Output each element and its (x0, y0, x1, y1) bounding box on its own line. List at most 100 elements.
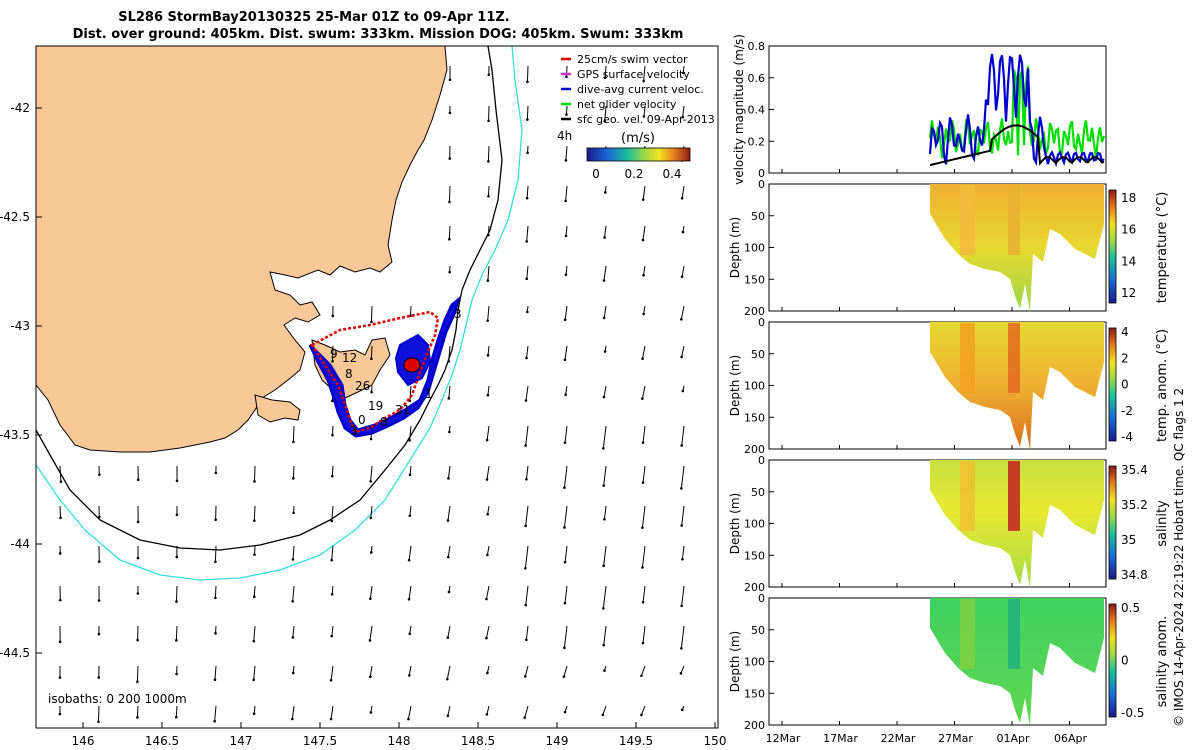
title-line-1: SL286 StormBay20130325 25-Mar 01Z to 09-… (118, 10, 510, 25)
velocity-arrow (369, 705, 373, 714)
title-line-2: Dist. over ground: 405km. Dist. swum: 33… (73, 27, 684, 42)
velocity-arrow (486, 545, 490, 557)
colorbar-tick-label: 0.4 (662, 167, 681, 181)
velocity-arrow (58, 625, 62, 644)
velocity-arrow (370, 345, 373, 361)
velocity-arrow (59, 505, 62, 520)
panel-colorbar (1108, 465, 1117, 580)
time-tick-label: 22Mar (881, 732, 916, 745)
section-highlight (1008, 599, 1020, 669)
legend-entry: sfc geo. vel. 09-Apr-2013 (577, 113, 715, 126)
tasmania-land (36, 46, 448, 453)
panel-y-tick-label: 0 (758, 316, 765, 329)
velocity-arrow (680, 185, 685, 200)
velocity-arrow (524, 505, 529, 528)
speed-colorbar (586, 147, 691, 162)
colorbar-tick-label: 12 (1121, 286, 1136, 300)
colorbar-tick-label: 0 (1121, 378, 1129, 392)
velocity-arrow (97, 545, 101, 563)
velocity-arrow (448, 425, 451, 434)
velocity-arrow (369, 545, 373, 554)
velocity-arrow (641, 585, 646, 604)
velocity-arrow (641, 545, 646, 569)
track-day-label: 8 (345, 367, 353, 381)
velocity-arrow (640, 705, 646, 717)
velocity-arrow (680, 585, 685, 608)
velocity-arrow (563, 625, 568, 650)
velocity-arrow (331, 305, 335, 318)
panel-y-tick-label: 0 (758, 167, 765, 180)
velocity-arrow (563, 505, 568, 529)
colorbar-unit-label: (m/s) (621, 131, 655, 146)
panel-y-tick-label: 0 (758, 178, 765, 191)
velocity-arrow (291, 585, 295, 603)
velocity-arrow (485, 425, 490, 442)
map-x-tick-label: 147.5 (303, 734, 337, 748)
velocity-arrow (370, 305, 373, 324)
panel-colorbar-label: salinity (1155, 500, 1170, 547)
colorbar-tick-label: 2 (1121, 351, 1129, 365)
velocity-arrow (563, 425, 568, 444)
velocity-arrow (136, 465, 140, 482)
velocity-arrow (136, 705, 139, 719)
panel-y-label: velocity magnitude (m/s) (732, 34, 746, 185)
velocity-arrow (525, 225, 529, 243)
panel-colorbar (1108, 603, 1117, 718)
colorbar-tick-label: 4 (1121, 325, 1129, 339)
velocity-arrow (448, 105, 452, 115)
velocity-arrow (330, 625, 334, 638)
velocity-arrow (563, 465, 568, 489)
velocity-arrow (59, 465, 63, 483)
panel-y-tick-label: 0.4 (748, 104, 766, 117)
velocity-arrow (563, 345, 568, 362)
colorbar-tick-label: 14 (1121, 254, 1136, 268)
panel-y-tick-label: 200 (744, 305, 765, 318)
panel-colorbar (1108, 327, 1117, 442)
velocity-arrow (408, 665, 412, 677)
panel-3: 0 50 100 150 200 Depth (m) 4 2 0 -2 -4 temp. anom. … (728, 316, 1170, 456)
velocity-arrow (291, 625, 295, 639)
map-x-tick-label: 148 (388, 734, 411, 748)
velocity-arrow (447, 345, 451, 363)
colorbar-tick-label: 0.5 (1121, 601, 1140, 615)
velocity-arrow (214, 625, 217, 635)
velocity-arrow (369, 665, 373, 679)
track-day-label: 8 (380, 415, 388, 429)
series-line (929, 124, 1105, 167)
panel-y-tick-label: 0.6 (748, 72, 766, 85)
velocity-arrow (368, 625, 373, 642)
velocity-arrow (485, 625, 490, 640)
velocity-arrow (603, 105, 607, 123)
velocity-arrow (448, 145, 452, 160)
track-day-label: 9 (330, 347, 338, 361)
velocity-arrow (486, 665, 490, 675)
map-y-tick-label: -43 (10, 319, 30, 333)
velocity-arrow (369, 585, 373, 600)
panel-2: 0 50 100 150 200 Depth (m) 12 14 16 18 temperature… (728, 178, 1170, 318)
panel-y-tick-label: 0 (758, 454, 765, 467)
velocity-arrow (487, 185, 490, 198)
time-tick-label: 17Mar (823, 732, 858, 745)
panel-colorbar-label: salinity anom. (1155, 616, 1170, 708)
velocity-arrow (680, 465, 685, 490)
track-day-label: 19 (368, 399, 383, 413)
velocity-arrow (680, 705, 685, 712)
velocity-arrow (214, 585, 217, 600)
panel-y-tick-label: 100 (744, 242, 765, 255)
velocity-arrow (486, 305, 490, 322)
velocity-arrow (487, 105, 490, 123)
velocity-arrow (370, 385, 373, 394)
velocity-arrow (680, 345, 685, 359)
velocity-arrow (603, 665, 607, 672)
map-x-tick-label: 146.5 (145, 734, 179, 748)
velocity-arrow (448, 225, 451, 241)
velocity-arrow (486, 385, 490, 397)
velocity-arrow (136, 665, 139, 684)
velocity-arrow (681, 545, 685, 561)
velocity-arrow (446, 625, 451, 639)
velocity-arrow (253, 545, 256, 556)
velocity-arrow (448, 65, 452, 82)
colorbar-tick-label: -4 (1121, 430, 1133, 444)
colorbar-tick-label: 35.2 (1121, 498, 1148, 512)
